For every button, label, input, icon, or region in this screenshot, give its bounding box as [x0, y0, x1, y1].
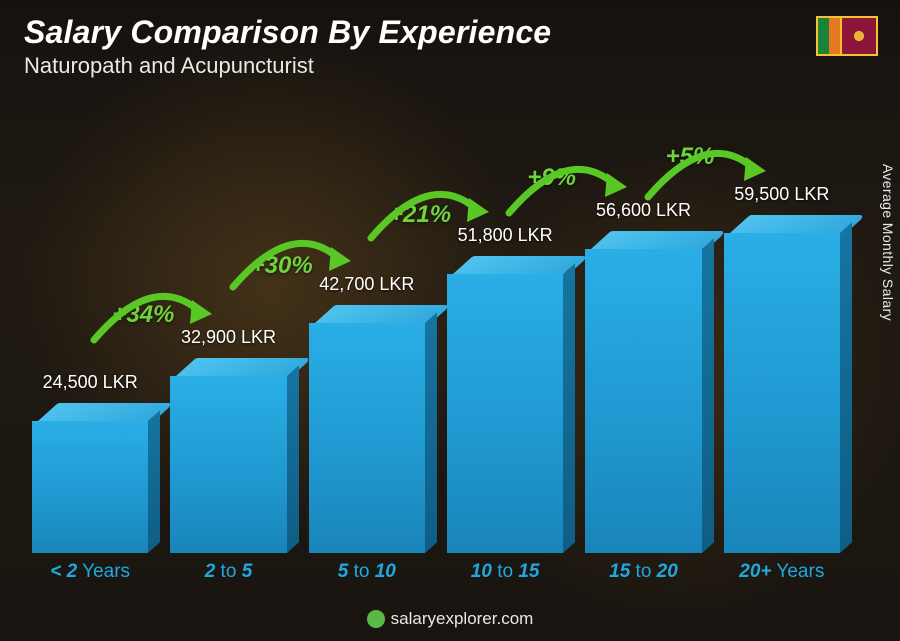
bar [447, 256, 563, 553]
bar-front-face [585, 249, 701, 553]
x-axis-labels: < 2 Years 2 to 5 5 to 10 10 to 15 15 to 20 20… [32, 561, 840, 583]
title-block: Salary Comparison By Experience Naturopa… [24, 14, 551, 79]
bar-side-face [840, 222, 852, 553]
percent-increase-label: +34% [112, 301, 174, 329]
percent-increase-label: +5% [666, 143, 715, 171]
chart-subtitle: Naturopath and Acupuncturist [24, 53, 551, 79]
bar-slot: +5%59,500 LKR [724, 184, 840, 553]
chart-title: Salary Comparison By Experience [24, 14, 551, 51]
bar-slot: +34%32,900 LKR [170, 327, 286, 553]
bar-front-face [170, 376, 286, 553]
bar-side-face [563, 264, 575, 553]
flag-stripe-orange [829, 18, 840, 54]
bar-side-face [702, 238, 714, 553]
x-axis-label: 2 to 5 [170, 561, 286, 583]
x-axis-label: 5 to 10 [309, 561, 425, 583]
flag-stripes [818, 18, 840, 54]
percent-increase-label: +30% [251, 252, 313, 280]
bar-value-label: 59,500 LKR [734, 184, 829, 205]
percent-increase-label: +21% [389, 201, 451, 229]
bar-value-label: 56,600 LKR [596, 200, 691, 221]
bar [585, 231, 701, 553]
x-axis-label: 15 to 20 [585, 561, 701, 583]
flag-stripe-green [818, 18, 829, 54]
bar-front-face [309, 323, 425, 553]
bar-value-label: 32,900 LKR [181, 327, 276, 348]
bars-container: 24,500 LKR+34%32,900 LKR+30%42,700 LKR+2… [32, 173, 840, 553]
bar [724, 215, 840, 553]
footer-text: salaryexplorer.com [391, 609, 534, 629]
y-axis-label: Average Monthly Salary [880, 163, 896, 320]
bar-side-face [425, 313, 437, 553]
bar-front-face [724, 233, 840, 553]
bar-front-face [447, 274, 563, 553]
bar-slot: +30%42,700 LKR [309, 274, 425, 553]
x-axis-label: < 2 Years [32, 561, 148, 583]
bar [309, 305, 425, 553]
flag-lion-panel [842, 18, 876, 54]
x-axis-label: 20+ Years [724, 561, 840, 583]
chart-area: 24,500 LKR+34%32,900 LKR+30%42,700 LKR+2… [32, 110, 840, 577]
bar-side-face [287, 365, 299, 553]
x-axis-label: 10 to 15 [447, 561, 563, 583]
footer-logo-icon [367, 610, 385, 628]
bar-value-label: 51,800 LKR [458, 225, 553, 246]
bar-slot: 24,500 LKR [32, 372, 148, 553]
bar-value-label: 42,700 LKR [319, 274, 414, 295]
bar-slot: +9%56,600 LKR [585, 200, 701, 553]
percent-increase-label: +9% [527, 164, 576, 192]
bar [170, 358, 286, 553]
footer: salaryexplorer.com [0, 609, 900, 629]
bar [32, 403, 148, 553]
bar-value-label: 24,500 LKR [43, 372, 138, 393]
bar-front-face [32, 421, 148, 553]
bar-side-face [148, 410, 160, 553]
country-flag-sri-lanka [816, 16, 878, 56]
bar-slot: +21%51,800 LKR [447, 225, 563, 553]
